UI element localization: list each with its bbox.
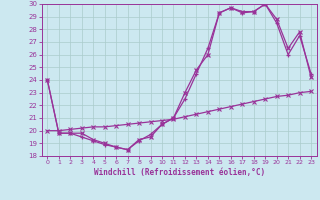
X-axis label: Windchill (Refroidissement éolien,°C): Windchill (Refroidissement éolien,°C) [94, 168, 265, 177]
